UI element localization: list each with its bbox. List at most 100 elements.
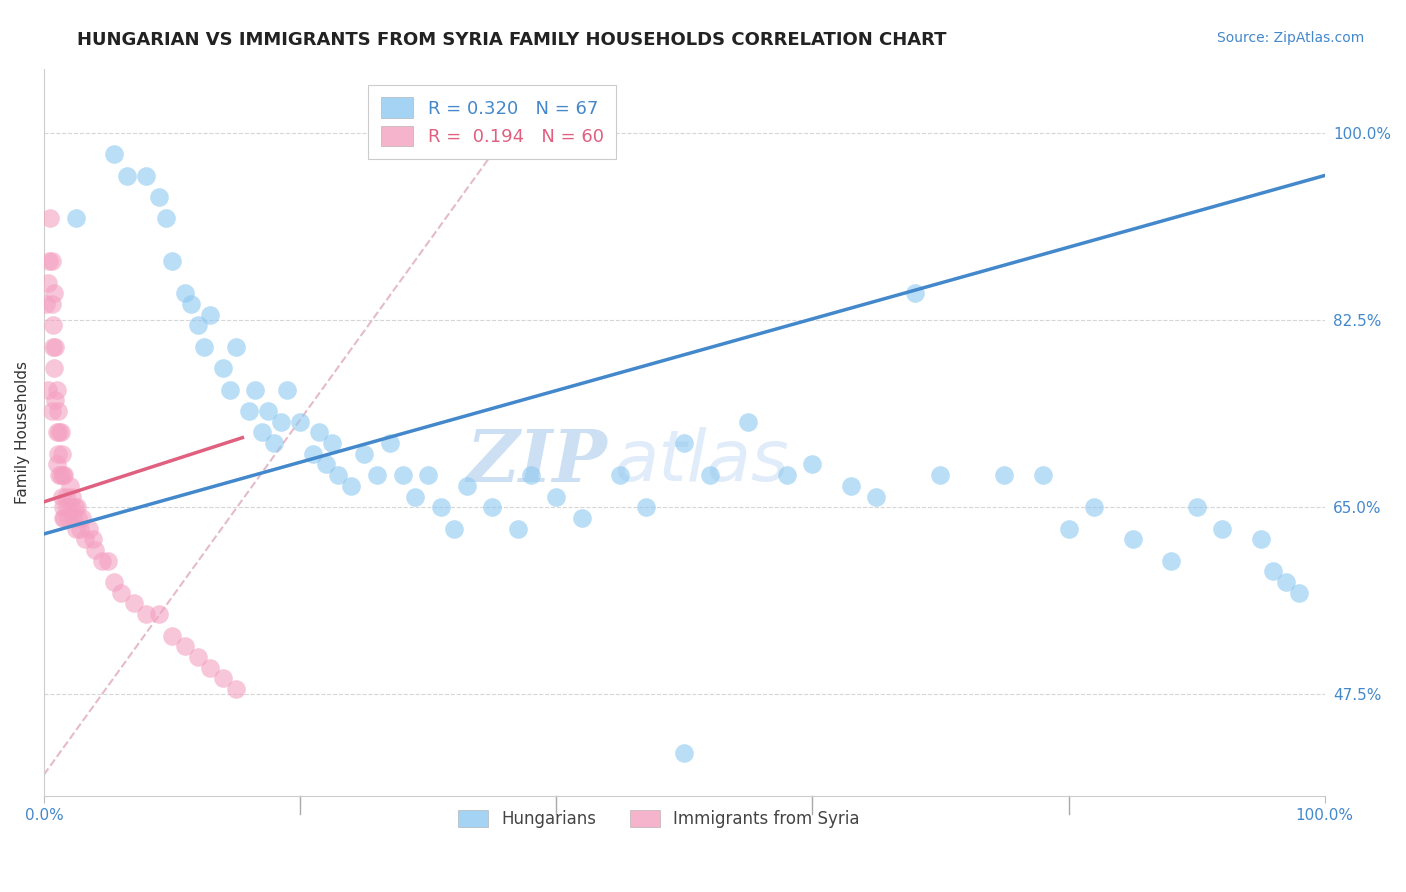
Text: atlas: atlas: [614, 427, 789, 496]
Point: [59, 500, 82, 515]
Point: [53, 468, 76, 483]
Point: [288, 415, 311, 429]
Point: [904, 286, 927, 301]
Point: [308, 425, 330, 440]
Point: [49, 425, 72, 440]
Point: [1083, 500, 1105, 515]
Point: [48, 425, 70, 440]
Point: [193, 340, 215, 354]
Point: [82, 533, 104, 547]
Point: [41, 404, 63, 418]
Point: [519, 468, 541, 483]
Point: [263, 436, 285, 450]
Legend: Hungarians, Immigrants from Syria: Hungarians, Immigrants from Syria: [451, 804, 866, 835]
Point: [737, 415, 759, 429]
Point: [45, 383, 67, 397]
Y-axis label: Family Households: Family Households: [15, 360, 30, 504]
Point: [49, 468, 72, 483]
Point: [103, 147, 125, 161]
Point: [90, 554, 112, 568]
Point: [416, 468, 439, 483]
Text: HUNGARIAN VS IMMIGRANTS FROM SYRIA FAMILY HOUSEHOLDS CORRELATION CHART: HUNGARIAN VS IMMIGRANTS FROM SYRIA FAMIL…: [77, 31, 946, 49]
Point: [84, 543, 107, 558]
Point: [135, 607, 157, 622]
Point: [148, 607, 170, 622]
Text: ZIP: ZIP: [467, 425, 607, 497]
Point: [801, 458, 824, 472]
Point: [44, 361, 66, 376]
Point: [200, 661, 222, 675]
Point: [340, 479, 363, 493]
Point: [160, 254, 183, 268]
Point: [187, 650, 209, 665]
Point: [52, 511, 75, 525]
Point: [993, 468, 1015, 483]
Point: [39, 211, 62, 226]
Point: [42, 318, 65, 333]
Point: [148, 190, 170, 204]
Point: [173, 640, 195, 654]
Point: [929, 468, 952, 483]
Point: [238, 404, 260, 418]
Point: [546, 490, 568, 504]
Point: [225, 682, 247, 697]
Point: [58, 511, 80, 525]
Point: [45, 425, 67, 440]
Point: [1211, 522, 1233, 536]
Point: [65, 522, 87, 536]
Point: [1275, 575, 1298, 590]
Point: [218, 383, 240, 397]
Point: [37, 276, 59, 290]
Point: [302, 447, 325, 461]
Point: [73, 533, 96, 547]
Text: Source: ZipAtlas.com: Source: ZipAtlas.com: [1216, 31, 1364, 45]
Point: [173, 286, 195, 301]
Point: [1057, 522, 1080, 536]
Point: [135, 169, 157, 183]
Point: [65, 211, 87, 226]
Point: [35, 297, 58, 311]
Point: [250, 425, 273, 440]
Point: [353, 447, 375, 461]
Point: [321, 436, 343, 450]
Point: [245, 383, 267, 397]
Point: [481, 500, 503, 515]
Point: [776, 468, 799, 483]
Point: [37, 383, 59, 397]
Point: [51, 447, 73, 461]
Point: [62, 511, 84, 525]
Point: [56, 500, 79, 515]
Point: [225, 340, 247, 354]
Point: [187, 318, 209, 333]
Point: [506, 522, 529, 536]
Point: [72, 511, 94, 525]
Point: [391, 468, 413, 483]
Point: [1185, 500, 1208, 515]
Point: [42, 340, 65, 354]
Point: [44, 393, 66, 408]
Point: [155, 211, 177, 226]
Point: [58, 479, 80, 493]
Point: [634, 500, 657, 515]
Point: [110, 586, 132, 600]
Point: [276, 383, 298, 397]
Point: [103, 575, 125, 590]
Point: [51, 490, 73, 504]
Point: [673, 436, 696, 450]
Point: [41, 297, 63, 311]
Point: [45, 458, 67, 472]
Point: [60, 490, 83, 504]
Point: [115, 169, 138, 183]
Point: [699, 468, 721, 483]
Point: [212, 361, 235, 376]
Point: [212, 672, 235, 686]
Point: [63, 500, 86, 515]
Point: [366, 468, 388, 483]
Point: [46, 404, 69, 418]
Point: [430, 500, 453, 515]
Point: [52, 468, 75, 483]
Point: [270, 415, 292, 429]
Point: [673, 746, 696, 760]
Point: [200, 308, 222, 322]
Point: [97, 554, 120, 568]
